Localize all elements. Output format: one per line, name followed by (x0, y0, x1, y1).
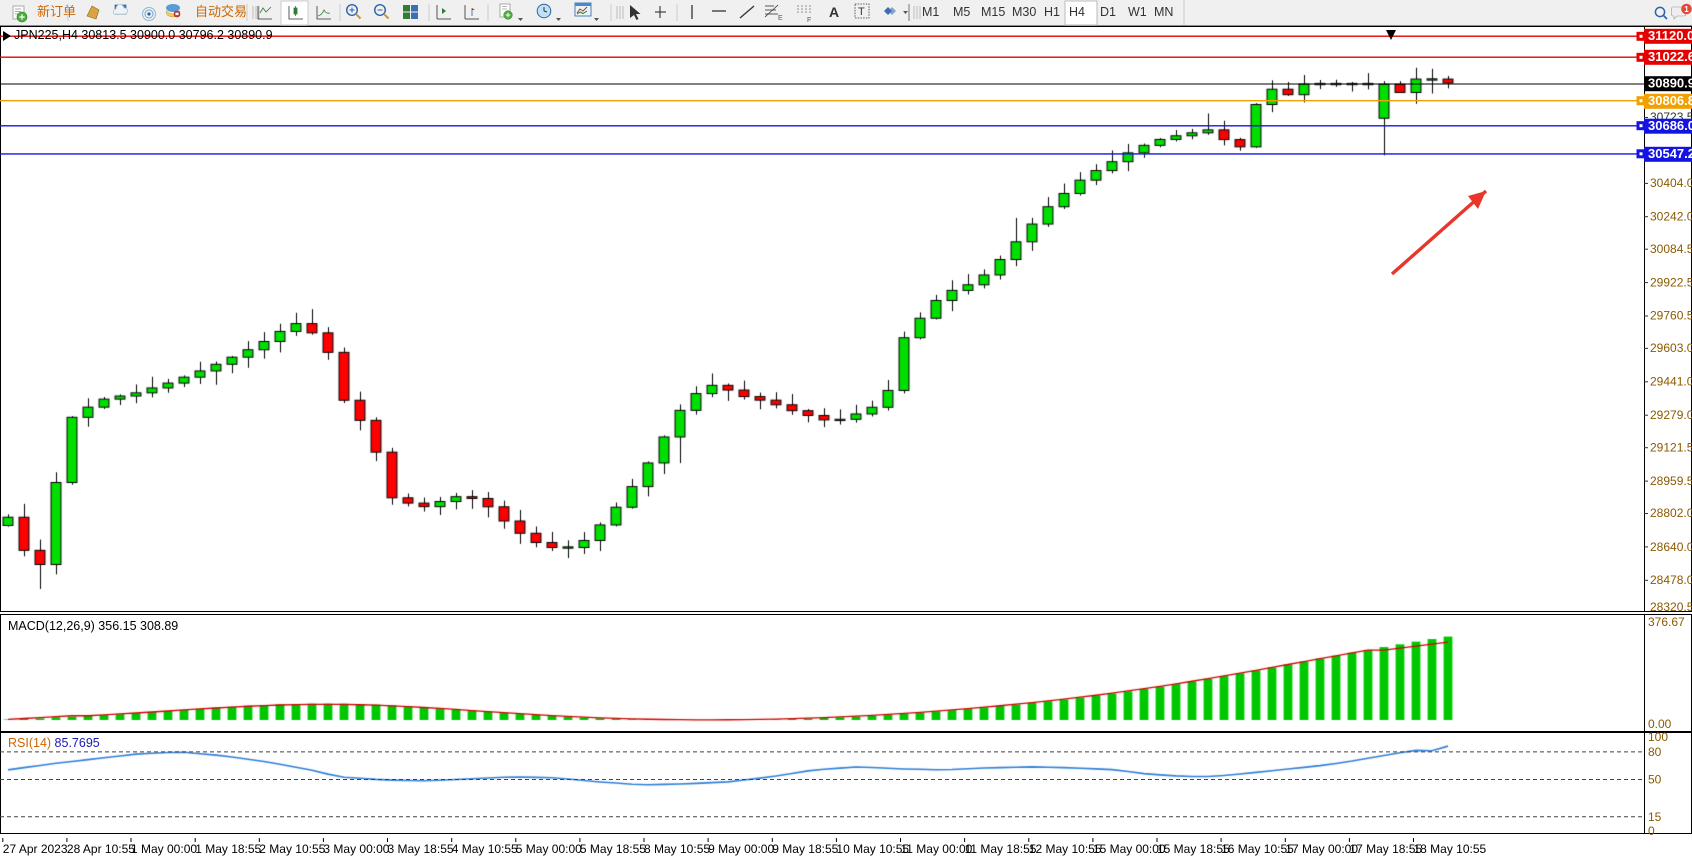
svg-text:376.67: 376.67 (1648, 615, 1685, 629)
svg-text:MN: MN (1154, 5, 1173, 19)
svg-text:M15: M15 (981, 5, 1005, 19)
svg-text:30806.8: 30806.8 (1648, 93, 1692, 108)
svg-text:28478.0: 28478.0 (1650, 573, 1692, 587)
svg-text:1 May 00:00: 1 May 00:00 (131, 842, 197, 856)
svg-text:12 May 10:55: 12 May 10:55 (1029, 842, 1102, 856)
svg-text:E: E (778, 15, 783, 22)
svg-text:30242.0: 30242.0 (1650, 210, 1692, 224)
svg-text:D1: D1 (1100, 5, 1116, 19)
svg-text:3 May 18:55: 3 May 18:55 (388, 842, 454, 856)
svg-text:29603.0: 29603.0 (1650, 341, 1692, 355)
svg-text:T: T (858, 6, 865, 18)
svg-text:A: A (829, 4, 839, 20)
svg-text:29922.5: 29922.5 (1650, 276, 1692, 290)
svg-text:1 May 18:55: 1 May 18:55 (195, 842, 261, 856)
svg-text:F: F (807, 17, 811, 24)
svg-text:30084.5: 30084.5 (1650, 242, 1692, 256)
svg-text:9 May 00:00: 9 May 00:00 (708, 842, 774, 856)
svg-text:29760.5: 29760.5 (1650, 309, 1692, 323)
svg-text:10 May 10:55: 10 May 10:55 (836, 842, 909, 856)
svg-text:11 May 00:00: 11 May 00:00 (901, 842, 973, 856)
svg-text:29279.0: 29279.0 (1650, 408, 1692, 422)
svg-text:28802.0: 28802.0 (1650, 506, 1692, 520)
svg-text:17 May 18:55: 17 May 18:55 (1349, 842, 1422, 856)
svg-text:M30: M30 (1012, 5, 1036, 19)
svg-text:5 May 18:55: 5 May 18:55 (580, 842, 646, 856)
svg-text:28959.5: 28959.5 (1650, 474, 1692, 488)
svg-text:30890.9: 30890.9 (1648, 76, 1692, 91)
svg-text:3 May 00:00: 3 May 00:00 (323, 842, 389, 856)
svg-text:17 May 00:00: 17 May 00:00 (1285, 842, 1358, 856)
svg-text:29121.5: 29121.5 (1650, 441, 1692, 455)
svg-text:MACD(12,26,9) 356.15 308.89: MACD(12,26,9) 356.15 308.89 (8, 619, 178, 633)
svg-text:2 May 10:55: 2 May 10:55 (259, 842, 325, 856)
svg-text:30686.0: 30686.0 (1648, 118, 1692, 133)
svg-text:27 Apr 2023: 27 Apr 2023 (3, 842, 68, 856)
svg-text:31120.0: 31120.0 (1648, 28, 1692, 43)
svg-text:29441.0: 29441.0 (1650, 375, 1692, 389)
svg-text:4 May 10:55: 4 May 10:55 (452, 842, 518, 856)
svg-text:100: 100 (1648, 732, 1668, 744)
svg-text:15 May 18:55: 15 May 18:55 (1157, 842, 1230, 856)
svg-text:16 May 10:55: 16 May 10:55 (1221, 842, 1294, 856)
svg-text:9 May 18:55: 9 May 18:55 (772, 842, 838, 856)
svg-text:31022.6: 31022.6 (1648, 49, 1692, 64)
svg-text:1: 1 (1684, 5, 1689, 14)
svg-text:30547.2: 30547.2 (1648, 146, 1692, 161)
svg-text:新订单: 新订单 (37, 4, 76, 19)
svg-text:15: 15 (1648, 810, 1662, 824)
svg-text:H1: H1 (1044, 5, 1060, 19)
svg-text:15 May 00:00: 15 May 00:00 (1093, 842, 1166, 856)
svg-text:80: 80 (1648, 745, 1662, 759)
svg-text:11 May 18:55: 11 May 18:55 (965, 842, 1037, 856)
svg-text:RSI(14) 85.7695: RSI(14) 85.7695 (8, 736, 100, 750)
svg-text:JPN225,H4 30813.5 30900.0 30: JPN225,H4 30813.5 30900.0 30796.2 30890.… (14, 28, 273, 42)
svg-text:W1: W1 (1128, 5, 1147, 19)
svg-text:8 May 10:55: 8 May 10:55 (644, 842, 710, 856)
svg-text:50: 50 (1648, 773, 1662, 787)
svg-text:28 Apr 10:55: 28 Apr 10:55 (67, 842, 135, 856)
svg-text:28640.0: 28640.0 (1650, 540, 1692, 554)
svg-text:M5: M5 (953, 5, 970, 19)
svg-text:18 May 10:55: 18 May 10:55 (1414, 842, 1487, 856)
svg-text:30404.0: 30404.0 (1650, 176, 1692, 190)
svg-text:M1: M1 (922, 5, 939, 19)
svg-text:0.00: 0.00 (1648, 717, 1672, 731)
svg-text:自动交易: 自动交易 (195, 4, 247, 19)
svg-text:5 May 00:00: 5 May 00:00 (516, 842, 582, 856)
svg-text:0: 0 (1648, 824, 1655, 838)
svg-text:28320.5: 28320.5 (1650, 600, 1692, 612)
svg-text:H4: H4 (1069, 5, 1085, 19)
